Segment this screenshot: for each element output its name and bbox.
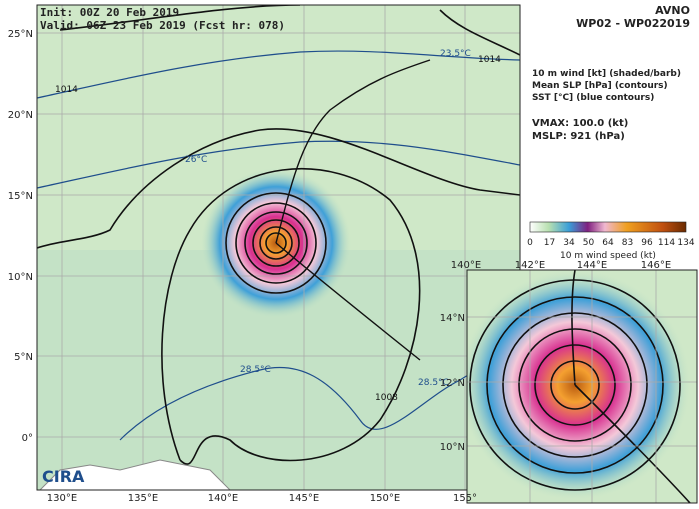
colorbar-tick: 64 <box>602 238 614 248</box>
inset-map <box>467 270 697 503</box>
lon-label: 155° <box>453 493 477 504</box>
main-map <box>37 5 520 490</box>
storm-id: WP02 - WP022019 <box>576 17 690 30</box>
colorbar-tick: 96 <box>641 238 653 248</box>
inset-lat-label: 10°N <box>440 442 465 453</box>
colorbar-tick: 83 <box>622 238 633 248</box>
colorbar-tick: 134 <box>677 238 694 248</box>
init-time: Init: 00Z 20 Feb 2019 <box>40 6 179 19</box>
lat-label: 0° <box>22 433 33 444</box>
colorbar-tick: 114 <box>658 238 675 248</box>
colorbar-tick: 0 <box>527 238 533 248</box>
main-frame <box>36 4 521 491</box>
lon-label: 135°E <box>128 493 158 504</box>
legend-line: 10 m wind [kt] (shaded/barb) <box>532 69 681 79</box>
lon-label: 145°E <box>289 493 319 504</box>
contour-label: 28.5°C <box>418 378 449 388</box>
contour-label: 1014 <box>478 55 501 65</box>
contour-label: 1008 <box>375 393 398 403</box>
lon-label: 150°E <box>370 493 400 504</box>
inset-lon-label: 140°E <box>451 260 481 271</box>
lon-label: 140°E <box>208 493 238 504</box>
inset-lon-label: 144°E <box>577 260 607 271</box>
lat-label: 25°N <box>8 29 33 40</box>
model: AVNO <box>655 4 690 17</box>
inset-frame <box>466 269 698 504</box>
colorbar-tick: 50 <box>583 238 595 248</box>
lat-label: 15°N <box>8 191 33 202</box>
logo: CIRA <box>42 467 85 486</box>
contour-label: 23.5°C <box>440 49 471 59</box>
inset-lat-label: 14°N <box>440 313 465 324</box>
inset-lon-label: 142°E <box>515 260 545 271</box>
colorbar-tick: 34 <box>563 238 575 248</box>
vmax: VMAX: 100.0 (kt) <box>532 118 628 129</box>
valid-time: Valid: 06Z 23 Feb 2019 (Fcst hr: 078) <box>40 19 285 32</box>
legend-line: SST [°C] (blue contours) <box>532 93 654 103</box>
contour-label: 28.5°C <box>240 365 271 375</box>
colorbar-tick: 17 <box>544 238 555 248</box>
lat-label: 5°N <box>14 352 33 363</box>
colorbar-label: 10 m wind speed (kt) <box>560 251 656 261</box>
contour-label: 26°C <box>185 155 207 165</box>
inset-lat-label: 12°N <box>440 378 465 389</box>
lat-label: 20°N <box>8 110 33 121</box>
lon-label: 130°E <box>47 493 77 504</box>
mslp: MSLP: 921 (hPa) <box>532 131 625 142</box>
contour-label: 1014 <box>55 85 78 95</box>
lat-label: 10°N <box>8 272 33 283</box>
legend-line: Mean SLP [hPa] (contours) <box>532 81 668 91</box>
inset-lon-label: 146°E <box>641 260 671 271</box>
colorbar <box>529 221 687 233</box>
